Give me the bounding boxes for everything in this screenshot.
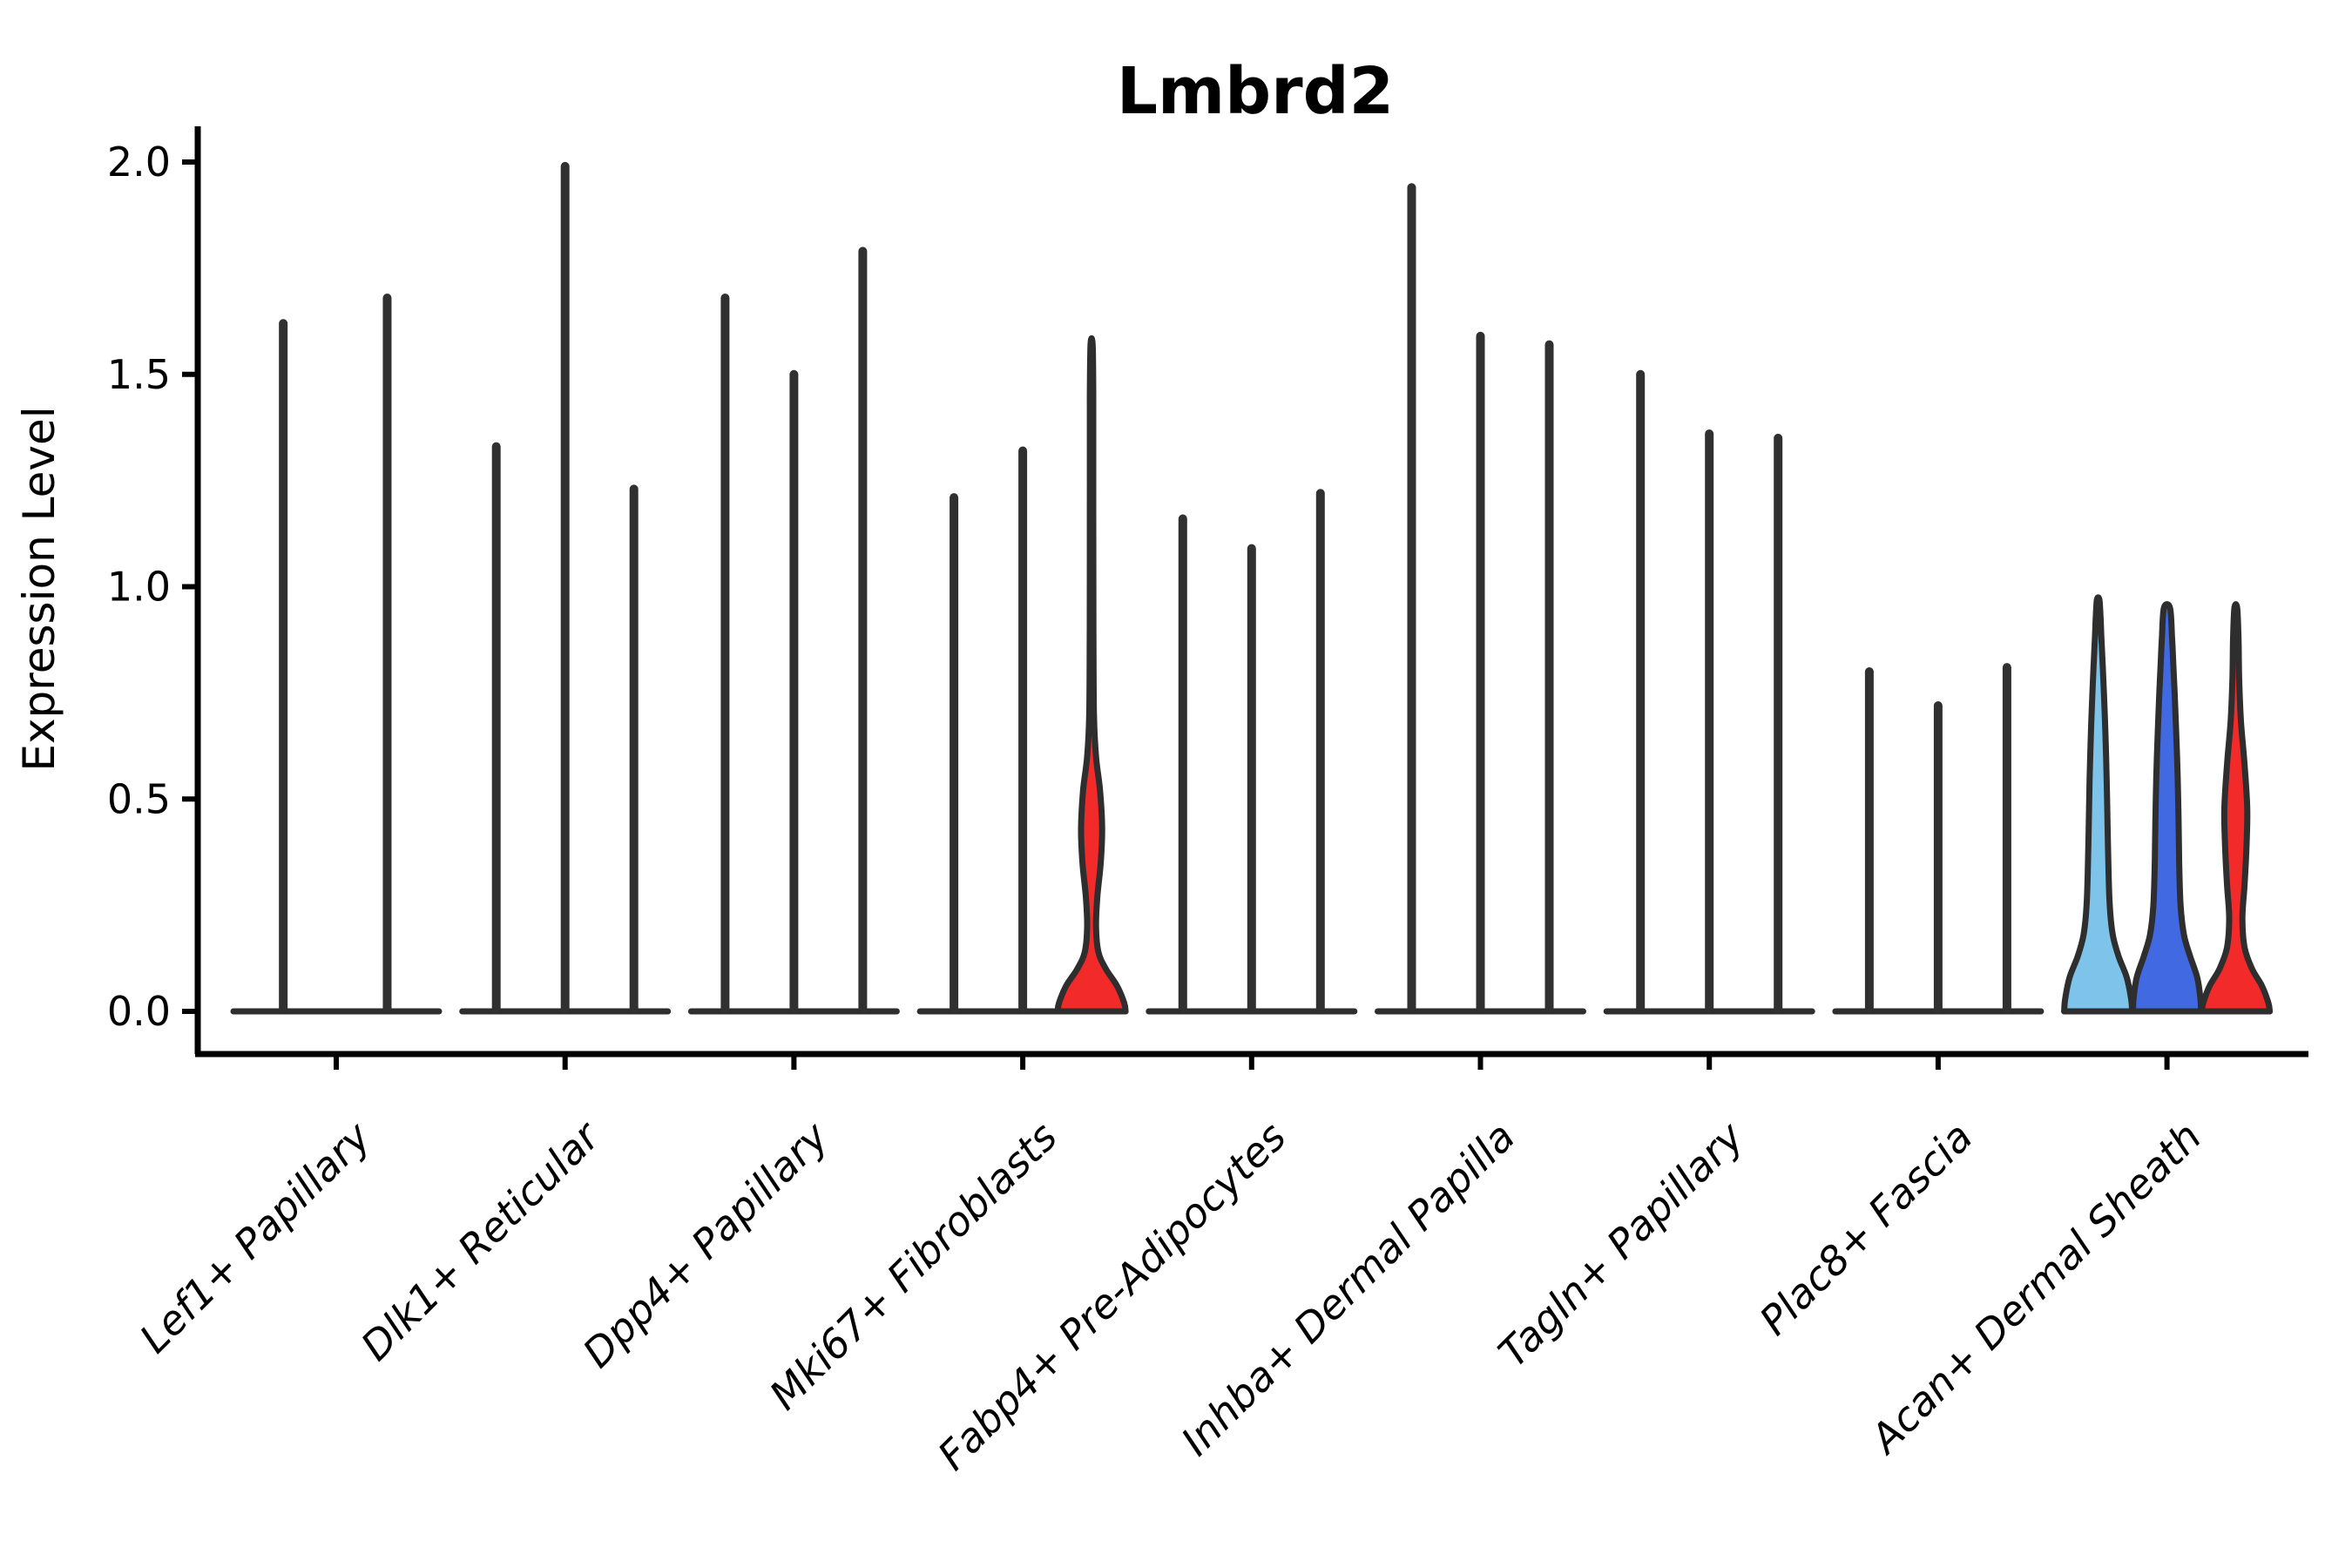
x-tick-label: Dlk1+ Reticular: [352, 1111, 611, 1369]
x-tick-label: Plac8+ Fascia: [1750, 1113, 1981, 1344]
violin-red: [1054, 335, 1129, 1015]
x-tick-label: Dpp4+ Papillary: [574, 1112, 838, 1376]
y-tick-label: 1.5: [107, 351, 171, 398]
y-tick-label: 1.0: [107, 564, 171, 611]
y-tick-label: 0.5: [107, 775, 171, 822]
y-tick-label: 2.0: [107, 139, 171, 186]
chart-title: Lmbrd2: [1117, 54, 1394, 129]
axes-layer: [182, 126, 2308, 1070]
x-tick-label: Tagln+ Papillary: [1490, 1112, 1754, 1376]
violin-red: [2199, 601, 2274, 1015]
y-axis-label: Expression Level: [14, 406, 64, 771]
y-tick-label: 0.0: [107, 988, 171, 1035]
violin-layer: [230, 161, 2274, 1015]
violin-royalblue: [2130, 601, 2205, 1015]
violin-skyblue: [2061, 594, 2136, 1015]
x-tick-label: Lef1+ Papillary: [131, 1112, 380, 1362]
